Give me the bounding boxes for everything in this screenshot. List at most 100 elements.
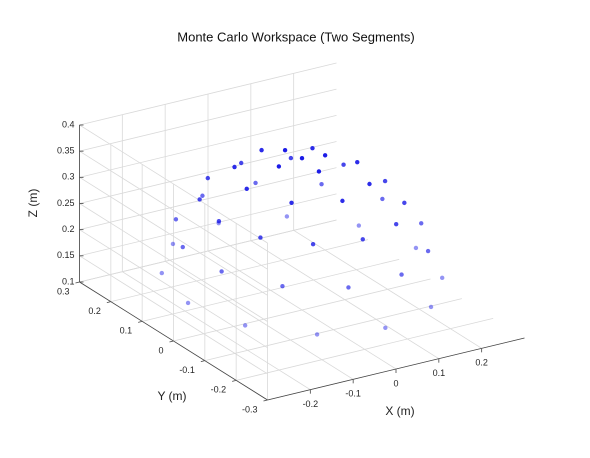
- point: [239, 160, 244, 166]
- grid-line: [79, 167, 337, 231]
- x-tick-label: 0.1: [433, 368, 446, 378]
- z-tick-label: 0.35: [57, 146, 75, 156]
- y-tick-label: 0.1: [120, 326, 133, 336]
- point: [259, 147, 264, 153]
- point: [355, 159, 360, 165]
- point: [284, 214, 290, 219]
- x-tick-label: 0.2: [475, 358, 488, 368]
- point: [439, 275, 445, 281]
- point: [242, 323, 248, 328]
- grid-line: [79, 229, 268, 349]
- point: [258, 235, 263, 240]
- grid-line: [79, 219, 337, 283]
- tick-mark: [75, 281, 80, 284]
- grid-line: [173, 278, 431, 342]
- y-tick-label: -0.2: [211, 385, 227, 395]
- grid-line: [204, 298, 462, 362]
- point: [216, 220, 221, 226]
- grid-line: [110, 239, 368, 303]
- point: [367, 181, 372, 187]
- point: [314, 332, 320, 337]
- point: [383, 325, 388, 330]
- point: [288, 155, 294, 161]
- grid-line: [79, 88, 337, 152]
- grid-line: [79, 150, 268, 270]
- point: [360, 237, 365, 242]
- tick-mark: [138, 320, 143, 323]
- y-tick-label: 0.3: [57, 286, 70, 296]
- z-tick-label: 0.4: [62, 119, 75, 129]
- tick-mark: [263, 399, 268, 402]
- point: [346, 285, 351, 290]
- x-axis-label: X (m): [385, 404, 414, 418]
- z-axis-label: Z (m): [26, 189, 40, 218]
- y-tick-label: 0: [158, 345, 163, 355]
- grid-line: [79, 124, 268, 244]
- point: [399, 272, 404, 277]
- point: [200, 193, 205, 198]
- z-tick-label: 0.2: [62, 224, 75, 234]
- grid-line: [79, 193, 337, 257]
- y-tick-label: -0.1: [179, 365, 195, 375]
- point: [393, 221, 399, 227]
- point: [180, 244, 185, 250]
- point: [322, 153, 328, 158]
- point: [341, 162, 346, 167]
- point: [205, 175, 211, 181]
- tick-mark: [106, 301, 111, 304]
- point: [319, 181, 324, 187]
- point: [402, 200, 407, 206]
- x-tick-label: -0.1: [345, 389, 361, 399]
- point: [185, 300, 191, 306]
- grid-line: [79, 114, 337, 178]
- grid-line: [142, 258, 400, 322]
- tick-mark: [200, 360, 205, 363]
- grid-line: [79, 203, 268, 322]
- y-axis-label: Y (m): [157, 389, 186, 403]
- point: [419, 221, 424, 226]
- tick-mark: [169, 340, 174, 343]
- point: [380, 196, 385, 202]
- tick-mark: [232, 379, 237, 382]
- grid-line: [79, 176, 268, 296]
- x-tick-label: -0.2: [303, 399, 319, 409]
- point: [244, 186, 249, 192]
- z-tick-label: 0.3: [62, 172, 75, 182]
- point: [299, 156, 305, 161]
- grid-line: [79, 62, 337, 126]
- point: [170, 241, 176, 247]
- point: [159, 270, 165, 276]
- point: [216, 218, 222, 224]
- z-tick-label: 0.25: [57, 198, 75, 208]
- axis-line: [267, 337, 525, 401]
- grid-line: [79, 255, 268, 375]
- point: [310, 242, 316, 247]
- y-tick-label: 0.2: [88, 306, 101, 316]
- z-tick-label: 0.15: [57, 250, 75, 260]
- point: [340, 198, 345, 204]
- point: [356, 223, 362, 228]
- point: [413, 245, 419, 251]
- z-tick-label: 0.1: [62, 276, 75, 286]
- point: [289, 200, 294, 206]
- point: [232, 164, 237, 170]
- point: [280, 283, 285, 289]
- point: [382, 178, 388, 184]
- point: [316, 169, 322, 174]
- point: [282, 148, 288, 153]
- point: [253, 180, 258, 186]
- grid-line: [236, 317, 494, 381]
- point: [276, 164, 282, 169]
- grid-line: [79, 141, 337, 204]
- point: [197, 197, 202, 202]
- point: [173, 217, 179, 222]
- axis-line: [79, 281, 268, 401]
- point: [310, 146, 315, 151]
- x-tick-label: 0: [393, 378, 398, 388]
- point: [425, 248, 431, 254]
- point: [219, 269, 224, 274]
- point: [428, 304, 434, 310]
